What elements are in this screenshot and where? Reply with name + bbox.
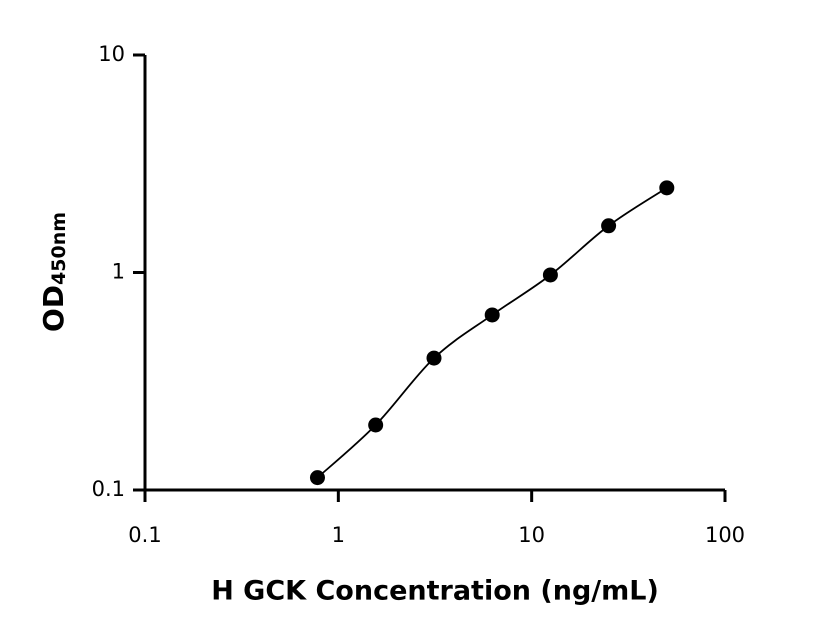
y-axis-title-subscript: 450nm xyxy=(48,212,70,285)
fit-curve xyxy=(316,187,668,479)
y-tick-label: 1 xyxy=(112,260,125,284)
y-axis-title-main: OD xyxy=(37,285,70,332)
y-tick-label: 0.1 xyxy=(92,477,125,501)
y-axis-title: OD450nm xyxy=(37,212,70,332)
data-point xyxy=(484,307,500,323)
y-tick-label: 10 xyxy=(98,42,125,66)
axes xyxy=(143,55,725,492)
data-point xyxy=(368,417,384,433)
x-tick-label: 0.1 xyxy=(128,523,161,547)
x-tick-label: 100 xyxy=(705,523,745,547)
data-point xyxy=(426,350,442,366)
x-tick-label: 1 xyxy=(332,523,345,547)
x-tick-label: 10 xyxy=(518,523,545,547)
data-point xyxy=(659,180,675,196)
data-point xyxy=(309,470,325,486)
data-point xyxy=(542,267,558,283)
x-axis-title: H GCK Concentration (ng/mL) xyxy=(211,576,659,607)
data-point xyxy=(601,218,617,234)
